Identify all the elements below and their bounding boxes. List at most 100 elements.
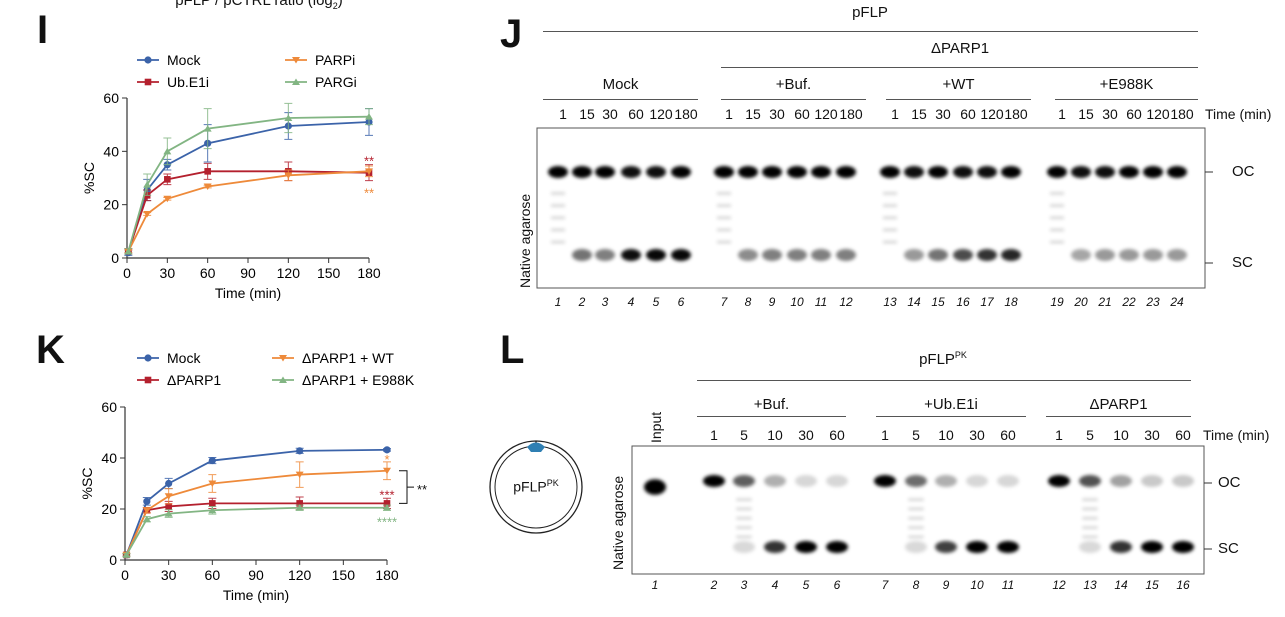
x-axis-label: Time (min) (223, 587, 289, 603)
panel-letter-j: J (500, 12, 523, 56)
lane-number: 24 (1170, 295, 1184, 309)
data-point (124, 247, 133, 255)
sc-band (733, 541, 755, 553)
time-label: 5 (740, 427, 748, 443)
time-label: 1 (710, 427, 718, 443)
data-point (208, 506, 217, 514)
lane-number: 6 (677, 295, 685, 309)
topoisomer-band (717, 192, 731, 195)
oc-band (795, 475, 817, 487)
legend-label: PARPi (315, 52, 355, 68)
oc-band (733, 475, 755, 487)
series-line (125, 506, 387, 556)
y-tick-label: 20 (103, 197, 119, 213)
lane-number: 10 (970, 578, 984, 592)
gel-lane (1079, 475, 1101, 553)
topoisomer-band (1082, 507, 1098, 511)
oc-band (1143, 166, 1163, 178)
time-label: 30 (969, 427, 985, 443)
topoisomer-band (551, 204, 565, 207)
significance-label: ** (364, 153, 374, 168)
y-axis-label: %SC (79, 468, 95, 500)
oc-band (646, 166, 666, 178)
gel-lane (787, 166, 807, 261)
gel-lane (572, 166, 592, 261)
gel-l-group-label: +Ub.E1i (924, 396, 978, 413)
gel-lane (646, 166, 666, 261)
lane-number: 9 (768, 295, 776, 309)
lane-number: 2 (710, 578, 718, 592)
time-label: 60 (829, 427, 845, 443)
lane-number: 22 (1122, 295, 1136, 309)
topoisomer-band (1050, 192, 1064, 195)
oc-band (762, 166, 782, 178)
gel-lane (874, 475, 896, 487)
cut-title: pFLP / pCTRL ratio (log2) (175, 0, 343, 11)
gel-l-group-label: ΔPARP1 (1089, 396, 1148, 413)
oc-band (1048, 475, 1070, 487)
gel-lane (1001, 166, 1021, 261)
oc-band (714, 166, 734, 178)
gel-lane (733, 475, 755, 553)
legend-label: Mock (167, 350, 201, 366)
sc-band (826, 541, 848, 553)
lane-number: 15 (1145, 578, 1159, 592)
x-tick-label: 60 (205, 567, 221, 583)
topoisomer-band (883, 216, 897, 219)
sc-band (928, 249, 948, 261)
gel-lane (621, 166, 641, 261)
series-line (127, 170, 370, 252)
gel-lane (671, 166, 691, 261)
legend-item: ΔPARP1 + E988K (272, 372, 415, 388)
legend-label: PARGi (315, 74, 357, 90)
gel-j-group-label: +E988K (1099, 76, 1154, 93)
gel-lane (703, 475, 725, 487)
topoisomer-band (736, 498, 752, 501)
gel-lane (644, 479, 666, 495)
lane-number: 4 (771, 578, 779, 592)
data-point (365, 168, 373, 175)
x-tick-label: 150 (317, 265, 341, 281)
lane-number: 3 (601, 295, 609, 309)
data-point (296, 447, 304, 455)
sc-band (621, 249, 641, 261)
data-point (208, 456, 216, 465)
x-tick-label: 120 (288, 567, 312, 583)
topoisomer-band (883, 240, 897, 244)
time-label: 1 (725, 106, 733, 122)
oc-band (874, 475, 896, 487)
oc-band (787, 166, 807, 178)
series-line (125, 469, 388, 556)
time-label: 60 (1000, 427, 1016, 443)
time-label: 120 (649, 106, 673, 122)
gel-l-construct: pFLPPK (919, 350, 967, 368)
x-tick-label: 120 (277, 265, 301, 281)
x-tick-label: 30 (160, 265, 176, 281)
gel-lane (714, 166, 734, 244)
data-point (208, 480, 217, 487)
sc-band (1110, 541, 1132, 553)
series--parp1-e988k (122, 504, 391, 558)
time-label: 1 (1055, 427, 1063, 443)
time-label: 5 (1086, 427, 1094, 443)
gel-j-construct: pFLP (852, 4, 888, 21)
series-line (127, 170, 370, 252)
time-label: 120 (814, 106, 838, 122)
topoisomer-band (1050, 240, 1064, 244)
gel-lane (905, 475, 927, 553)
x-tick-label: 30 (161, 567, 177, 583)
time-label: 1 (891, 106, 899, 122)
data-point (163, 195, 172, 203)
data-point (164, 510, 173, 517)
time-label: 30 (935, 106, 951, 122)
sc-band (904, 249, 924, 261)
divider (721, 99, 866, 100)
oc-band (1110, 475, 1132, 487)
legend-marker (279, 376, 287, 383)
protein-icon (527, 442, 545, 452)
lane-number: 11 (1001, 578, 1015, 592)
x-tick-label: 90 (248, 567, 264, 583)
gel-lane (1047, 166, 1067, 244)
